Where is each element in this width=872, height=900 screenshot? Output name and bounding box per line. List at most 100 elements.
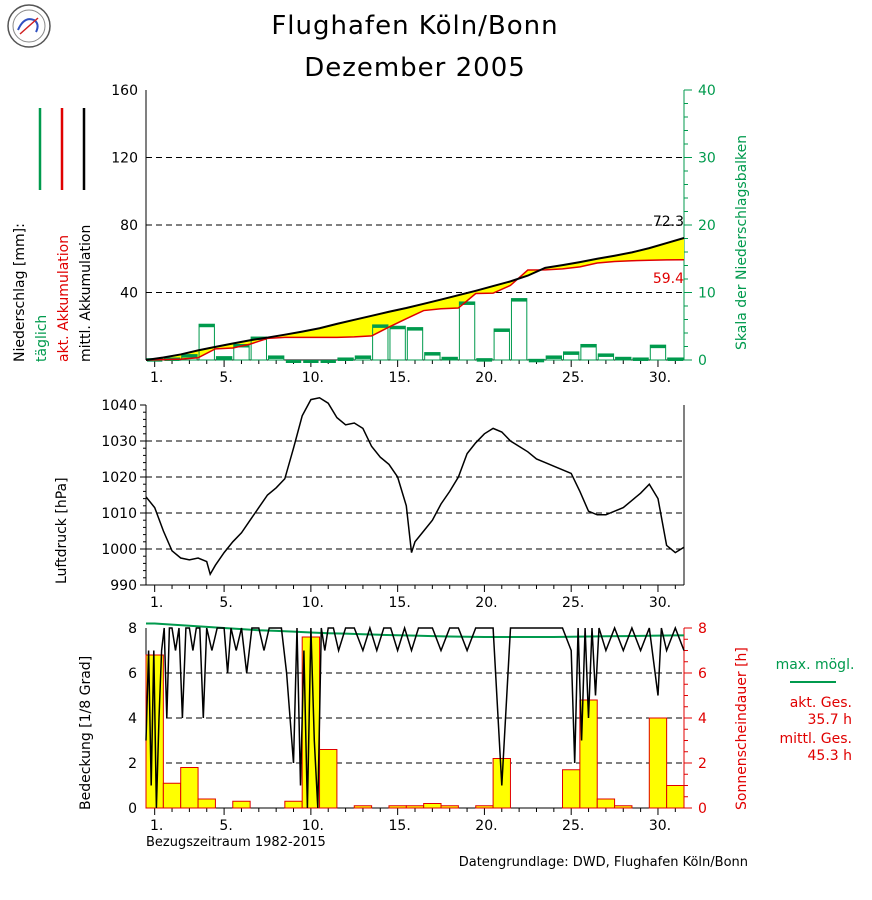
sunshine-bar [666,785,685,809]
sunshine-y2label: Sonnenscheindauer [h] [734,647,750,810]
y-tick-label: 1000 [101,542,137,558]
daily-precip-bar [493,328,510,361]
y2-tick-label: 40 [698,83,716,99]
sunshine-bar [475,805,494,809]
sunshine-bar [353,805,373,809]
sunshine-side-legend: max. mögl. akt. Ges. 35.7 h mittl. Ges. … [776,657,855,764]
sunshine-bar [319,749,338,809]
sunshine-bar [197,798,216,809]
max-possible-label: max. mögl. [776,657,855,673]
sunshine-bar [162,782,182,809]
legend-akt-accum: akt. Akkumulation [56,235,72,362]
sunshine-bar [596,798,616,809]
sunshine-bar [562,769,581,809]
mittl-total-label: mittl. Ges. [779,731,852,747]
sunshine-bar [284,800,303,809]
x-tick-label: 1. [150,370,163,386]
precip-ylabel: Niederschlag [mm]: [12,223,28,362]
chart-title-line2: Dezember 2005 [304,53,526,83]
sunshine-bar [648,717,668,809]
akt-total-label: akt. Ges. [790,695,852,711]
y-tick-label: 8 [128,621,137,637]
pressure-panel: 1. 5. 10. 15. 20. 25. 30. 990 1000 1010 1020 1030 10… [101,397,685,611]
x-tick-label: 15. [389,595,411,611]
y-tick-label: 6 [128,666,137,682]
x-tick-label: 30. [649,370,671,386]
y-tick-label: 120 [111,151,138,167]
legend-daily: täglich [34,315,50,362]
y-tick-label: 4 [128,711,137,727]
y-tick-label: 0 [128,801,137,817]
chart-title-line1: Flughafen Köln/Bonn [271,11,558,41]
x-tick-label: 25. [562,818,584,834]
y2-tick-label: 10 [698,286,716,302]
y-tick-label: 1020 [101,470,137,486]
x-tick-label: 20. [475,595,497,611]
precip-y2label: Skala der Niederschlagsbalken [734,135,750,350]
y2-tick-label: 0 [698,353,707,369]
sunshine-bar [388,805,407,809]
max-possible-line [146,622,684,638]
x-tick-label: 30. [649,818,671,834]
y-tick-label: 1040 [101,398,137,414]
y-tick-label: 40 [120,286,138,302]
x-tick-label: 15. [389,818,411,834]
cloud-cover-line [145,625,685,809]
pressure-ylabel: Luftdruck [hPa] [54,477,70,584]
y-tick-label: 990 [110,578,137,594]
y2-tick-label: 0 [698,801,707,817]
precip-legend: Niederschlag [mm]: täglich akt. Akkumula… [12,108,94,362]
y-tick-label: 80 [120,218,138,234]
sunshine-bar [423,803,442,809]
cloud-sunshine-panel: 1. 5. 10. 15. 20. 25. 30. 0 2 4 6 8 0 2 4 6 8 [128,621,707,834]
y2-tick-label: 30 [698,151,716,167]
daily-precip-bar [389,325,406,361]
x-tick-label: 15. [389,370,411,386]
x-tick-label: 5. [219,595,232,611]
x-tick-label: 30. [649,595,671,611]
akt-total-value: 35.7 h [808,712,853,728]
y2-tick-label: 4 [698,711,707,727]
akt-accum-line [145,259,685,361]
x-tick-label: 25. [562,595,584,611]
y2-tick-label: 6 [698,666,707,682]
mittl-accum-line [145,237,685,361]
cloud-ylabel: Bedeckung [1/8 Grad] [78,656,94,810]
daily-precip-bar [510,298,528,361]
sunshine-bar [614,805,633,809]
precip-panel: 1. 5. 10. 15. 20. 25. 30. 0 10 20 30 40 40 80 120 160 [111,83,716,386]
data-source: Datengrundlage: DWD, Flughafen Köln/Bonn [459,855,748,870]
x-tick-label: 1. [150,818,163,834]
y-tick-label: 1030 [101,434,137,450]
x-tick-label: 25. [562,370,584,386]
sunshine-bar [232,800,251,809]
y-tick-label: 1010 [101,506,137,522]
sunshine-bar [440,805,459,809]
x-tick-label: 10. [302,370,324,386]
y2-tick-label: 8 [698,621,707,637]
legend-mittl-accum: mittl. Akkumulation [78,225,94,362]
daily-precip-bar [406,327,424,361]
mittl-total-value: 45.3 h [808,748,853,764]
dwd-emblem-logo [7,4,51,48]
pressure-line [145,397,685,577]
x-tick-label: 20. [475,370,497,386]
y2-tick-label: 20 [698,218,716,234]
x-tick-label: 5. [219,818,232,834]
daily-precip-bar [458,301,476,361]
x-tick-label: 10. [302,818,324,834]
x-tick-label: 1. [150,595,163,611]
mittl-end-label: 72.3 [653,214,684,230]
y-tick-label: 2 [128,756,137,772]
akt-end-label: 59.4 [653,271,684,287]
x-tick-label: 10. [302,595,324,611]
x-tick-label: 20. [475,818,497,834]
x-tick-label: 5. [219,370,232,386]
sunshine-bar [180,767,199,809]
reference-period: Bezugszeitraum 1982-2015 [146,835,326,850]
y2-tick-label: 2 [698,756,707,772]
sunshine-bar [405,805,425,809]
y-tick-label: 160 [111,83,138,99]
accum-deficit-fill [146,237,684,360]
